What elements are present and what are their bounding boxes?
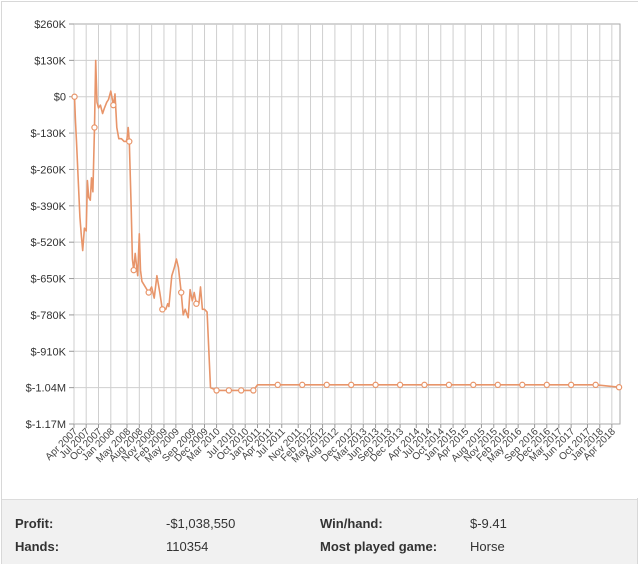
y-tick-label: $-650K xyxy=(31,274,67,286)
y-tick-label: $-260K xyxy=(31,164,67,176)
y-tick-label: $130K xyxy=(34,55,66,67)
chart-area: $260K $130K $0 $-130K $-260K $-390K $-520K $-65… xyxy=(2,2,639,498)
hands-label: Hands: xyxy=(15,539,60,554)
data-point-marker xyxy=(126,138,133,145)
data-point-marker xyxy=(237,387,245,394)
y-tick-label: $-910K xyxy=(31,346,67,358)
data-point-marker xyxy=(494,381,501,389)
data-point-marker xyxy=(71,93,78,100)
y-tick-label: $-520K xyxy=(31,237,67,249)
data-point-marker xyxy=(445,381,453,389)
y-tick-label: $0 xyxy=(54,92,66,104)
data-point-marker xyxy=(110,101,117,109)
data-point-marker xyxy=(519,381,526,389)
data-point-marker xyxy=(323,381,330,389)
data-point-marker xyxy=(91,124,98,131)
data-point-marker xyxy=(250,387,257,394)
data-point-marker xyxy=(130,266,137,274)
data-point-marker xyxy=(348,381,355,389)
data-point-marker xyxy=(213,387,220,394)
data-point-marker xyxy=(274,381,281,389)
profit-label: Profit: xyxy=(15,516,54,531)
profit-chart: $260K $130K $0 $-130K $-260K $-390K $-520K $-65… xyxy=(26,19,623,465)
y-tick-label: $-1.17M xyxy=(26,419,66,431)
data-point-marker xyxy=(178,289,185,296)
data-point-marker xyxy=(396,381,404,389)
data-point-marker xyxy=(470,381,477,389)
winhand-label: Win/hand: xyxy=(320,516,383,531)
data-point-marker xyxy=(299,381,306,389)
data-point-marker xyxy=(225,387,233,394)
y-tick-label: $-390K xyxy=(31,201,67,213)
hands-value: 110354 xyxy=(166,539,209,554)
y-tick-label: $260K xyxy=(34,19,66,31)
most-played-label: Most played game: xyxy=(320,539,438,554)
data-point-marker xyxy=(567,381,575,389)
data-point-marker xyxy=(372,381,379,389)
y-tick-label: $-130K xyxy=(31,128,67,140)
profit-value: -$1,038,550 xyxy=(166,516,236,531)
data-point-marker xyxy=(543,381,550,389)
plot-background xyxy=(73,23,621,425)
y-tick-label: $-1.04M xyxy=(26,383,66,395)
data-point-marker xyxy=(615,384,623,391)
data-point-marker xyxy=(193,300,200,307)
y-tick-label: $-780K xyxy=(31,310,67,322)
stats-bar: Profit: -$1,038,550 Win/hand: $-9.41 Han… xyxy=(2,499,637,564)
data-point-marker xyxy=(592,381,599,389)
data-point-marker xyxy=(145,289,152,296)
profit-line xyxy=(73,59,620,392)
most-played-value: Horse xyxy=(470,539,505,554)
winhand-value: $-9.41 xyxy=(470,516,507,531)
data-point-marker xyxy=(421,381,428,389)
data-point-marker xyxy=(159,306,166,313)
